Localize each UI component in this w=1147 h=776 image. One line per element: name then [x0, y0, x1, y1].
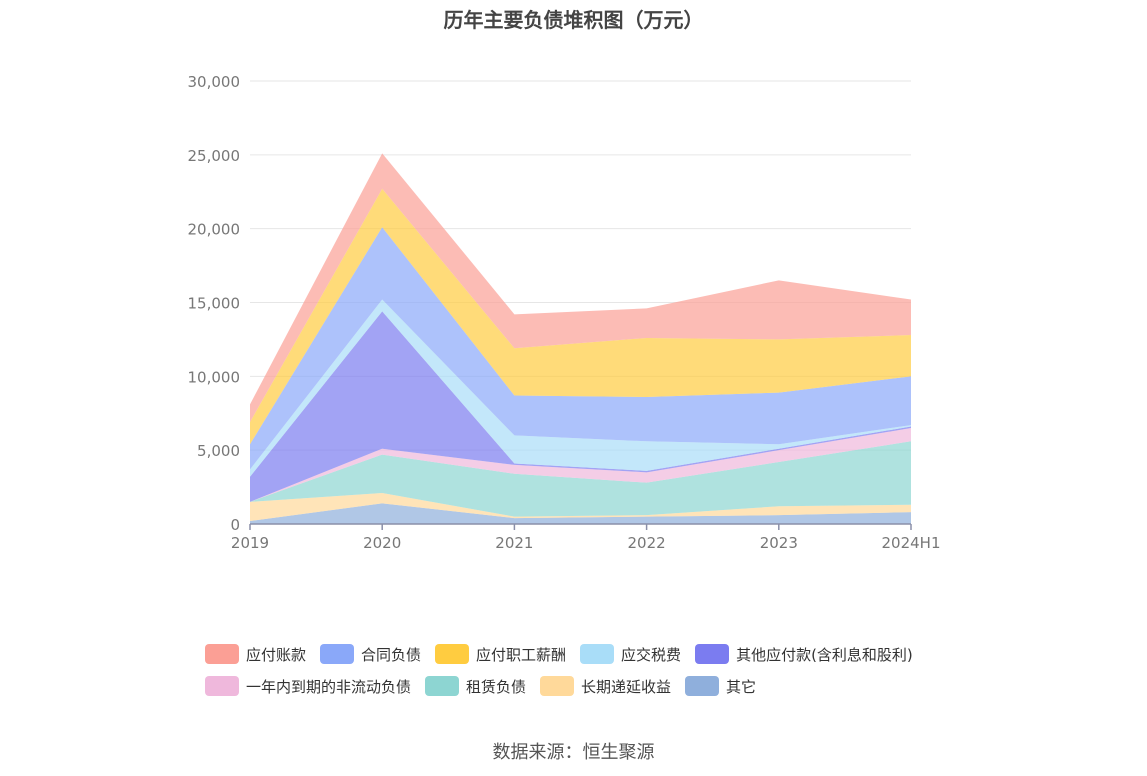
x-tick-label: 2021 — [495, 534, 533, 552]
legend-label: 应付职工薪酬 — [476, 645, 567, 664]
legend-swatch — [425, 676, 460, 696]
legend-item[interactable]: 应交税费 — [580, 644, 681, 665]
legend-swatch — [435, 644, 470, 664]
x-tick-label: 2024H1 — [882, 534, 941, 552]
legend-swatch — [540, 676, 575, 696]
y-tick-label: 30,000 — [188, 73, 241, 91]
legend-label: 一年内到期的非流动负债 — [246, 677, 412, 696]
legend-swatch — [695, 644, 730, 664]
area-series-应付账款 — [250, 153, 911, 423]
y-tick-label: 0 — [230, 516, 240, 534]
area-series-租赁负债 — [250, 441, 911, 517]
area-series-其他应付款(含利息和股利) — [250, 311, 911, 502]
y-tick-label: 5,000 — [197, 442, 240, 460]
legend-item[interactable]: 租赁负债 — [425, 676, 526, 697]
axes — [249, 523, 912, 530]
y-tick-label: 25,000 — [188, 147, 241, 165]
y-tick-labels: 0 5,000 10,000 15,000 20,000 25,000 30,000 — [188, 73, 241, 534]
legend-label: 其它 — [726, 677, 757, 696]
x-tick-label: 2020 — [363, 534, 401, 552]
legend-label: 合同负债 — [361, 645, 422, 664]
y-tick-label: 20,000 — [188, 221, 241, 239]
legend-item[interactable]: 其他应付款(含利息和股利) — [695, 644, 913, 665]
area-series-应交税费 — [250, 299, 911, 477]
legend-row: 应付账款 合同负债 应付职工薪酬 应交税费 其他应付款(含利息和股利) — [205, 638, 985, 670]
y-tick-label: 10,000 — [188, 368, 241, 386]
y-tick-label: 15,000 — [188, 295, 241, 313]
legend-swatch — [580, 644, 615, 664]
legend-swatch — [685, 676, 720, 696]
data-source: 数据来源：恒生聚源 — [492, 742, 655, 763]
legend-item[interactable]: 合同负债 — [320, 644, 421, 665]
legend-swatch — [205, 676, 239, 696]
legend-label: 应交税费 — [621, 645, 682, 664]
legend-item[interactable]: 其它 — [685, 676, 756, 697]
area-series-其它 — [250, 503, 911, 524]
legend-swatch — [320, 644, 355, 664]
legend-item[interactable]: 应付职工薪酬 — [435, 644, 566, 665]
legend-item[interactable]: 一年内到期的非流动负债 — [205, 676, 411, 697]
legend-label: 长期递延收益 — [581, 677, 672, 696]
legend-label: 其他应付款(含利息和股利) — [736, 645, 913, 664]
legend-swatch — [205, 644, 239, 664]
area-series-合同负债 — [250, 227, 911, 470]
x-tick-label: 2023 — [760, 534, 798, 552]
area-series-长期递延收益 — [250, 492, 911, 522]
legend: 应付账款 合同负债 应付职工薪酬 应交税费 其他应付款(含利息和股利) 一年内到期的非流动… — [205, 638, 985, 702]
area-series-应付职工薪酬 — [250, 188, 911, 445]
stacked-area-chart: 0 5,000 10,000 15,000 20,000 25,000 30,000 201… — [188, 73, 941, 552]
legend-row: 一年内到期的非流动负债 租赁负债 长期递延收益 其它 — [205, 670, 985, 702]
legend-item[interactable]: 应付账款 — [205, 644, 306, 665]
x-tick-labels: 2019 2020 2021 2022 2023 2024H1 — [231, 534, 941, 552]
legend-label: 租赁负债 — [466, 677, 527, 696]
legend-label: 应付账款 — [246, 645, 307, 664]
x-tick-label: 2022 — [628, 534, 666, 552]
series-areas — [250, 153, 911, 524]
chart-title: 历年主要负债堆积图（万元） — [443, 8, 704, 32]
x-tick-label: 2019 — [231, 534, 269, 552]
legend-item[interactable]: 长期递延收益 — [540, 676, 671, 697]
